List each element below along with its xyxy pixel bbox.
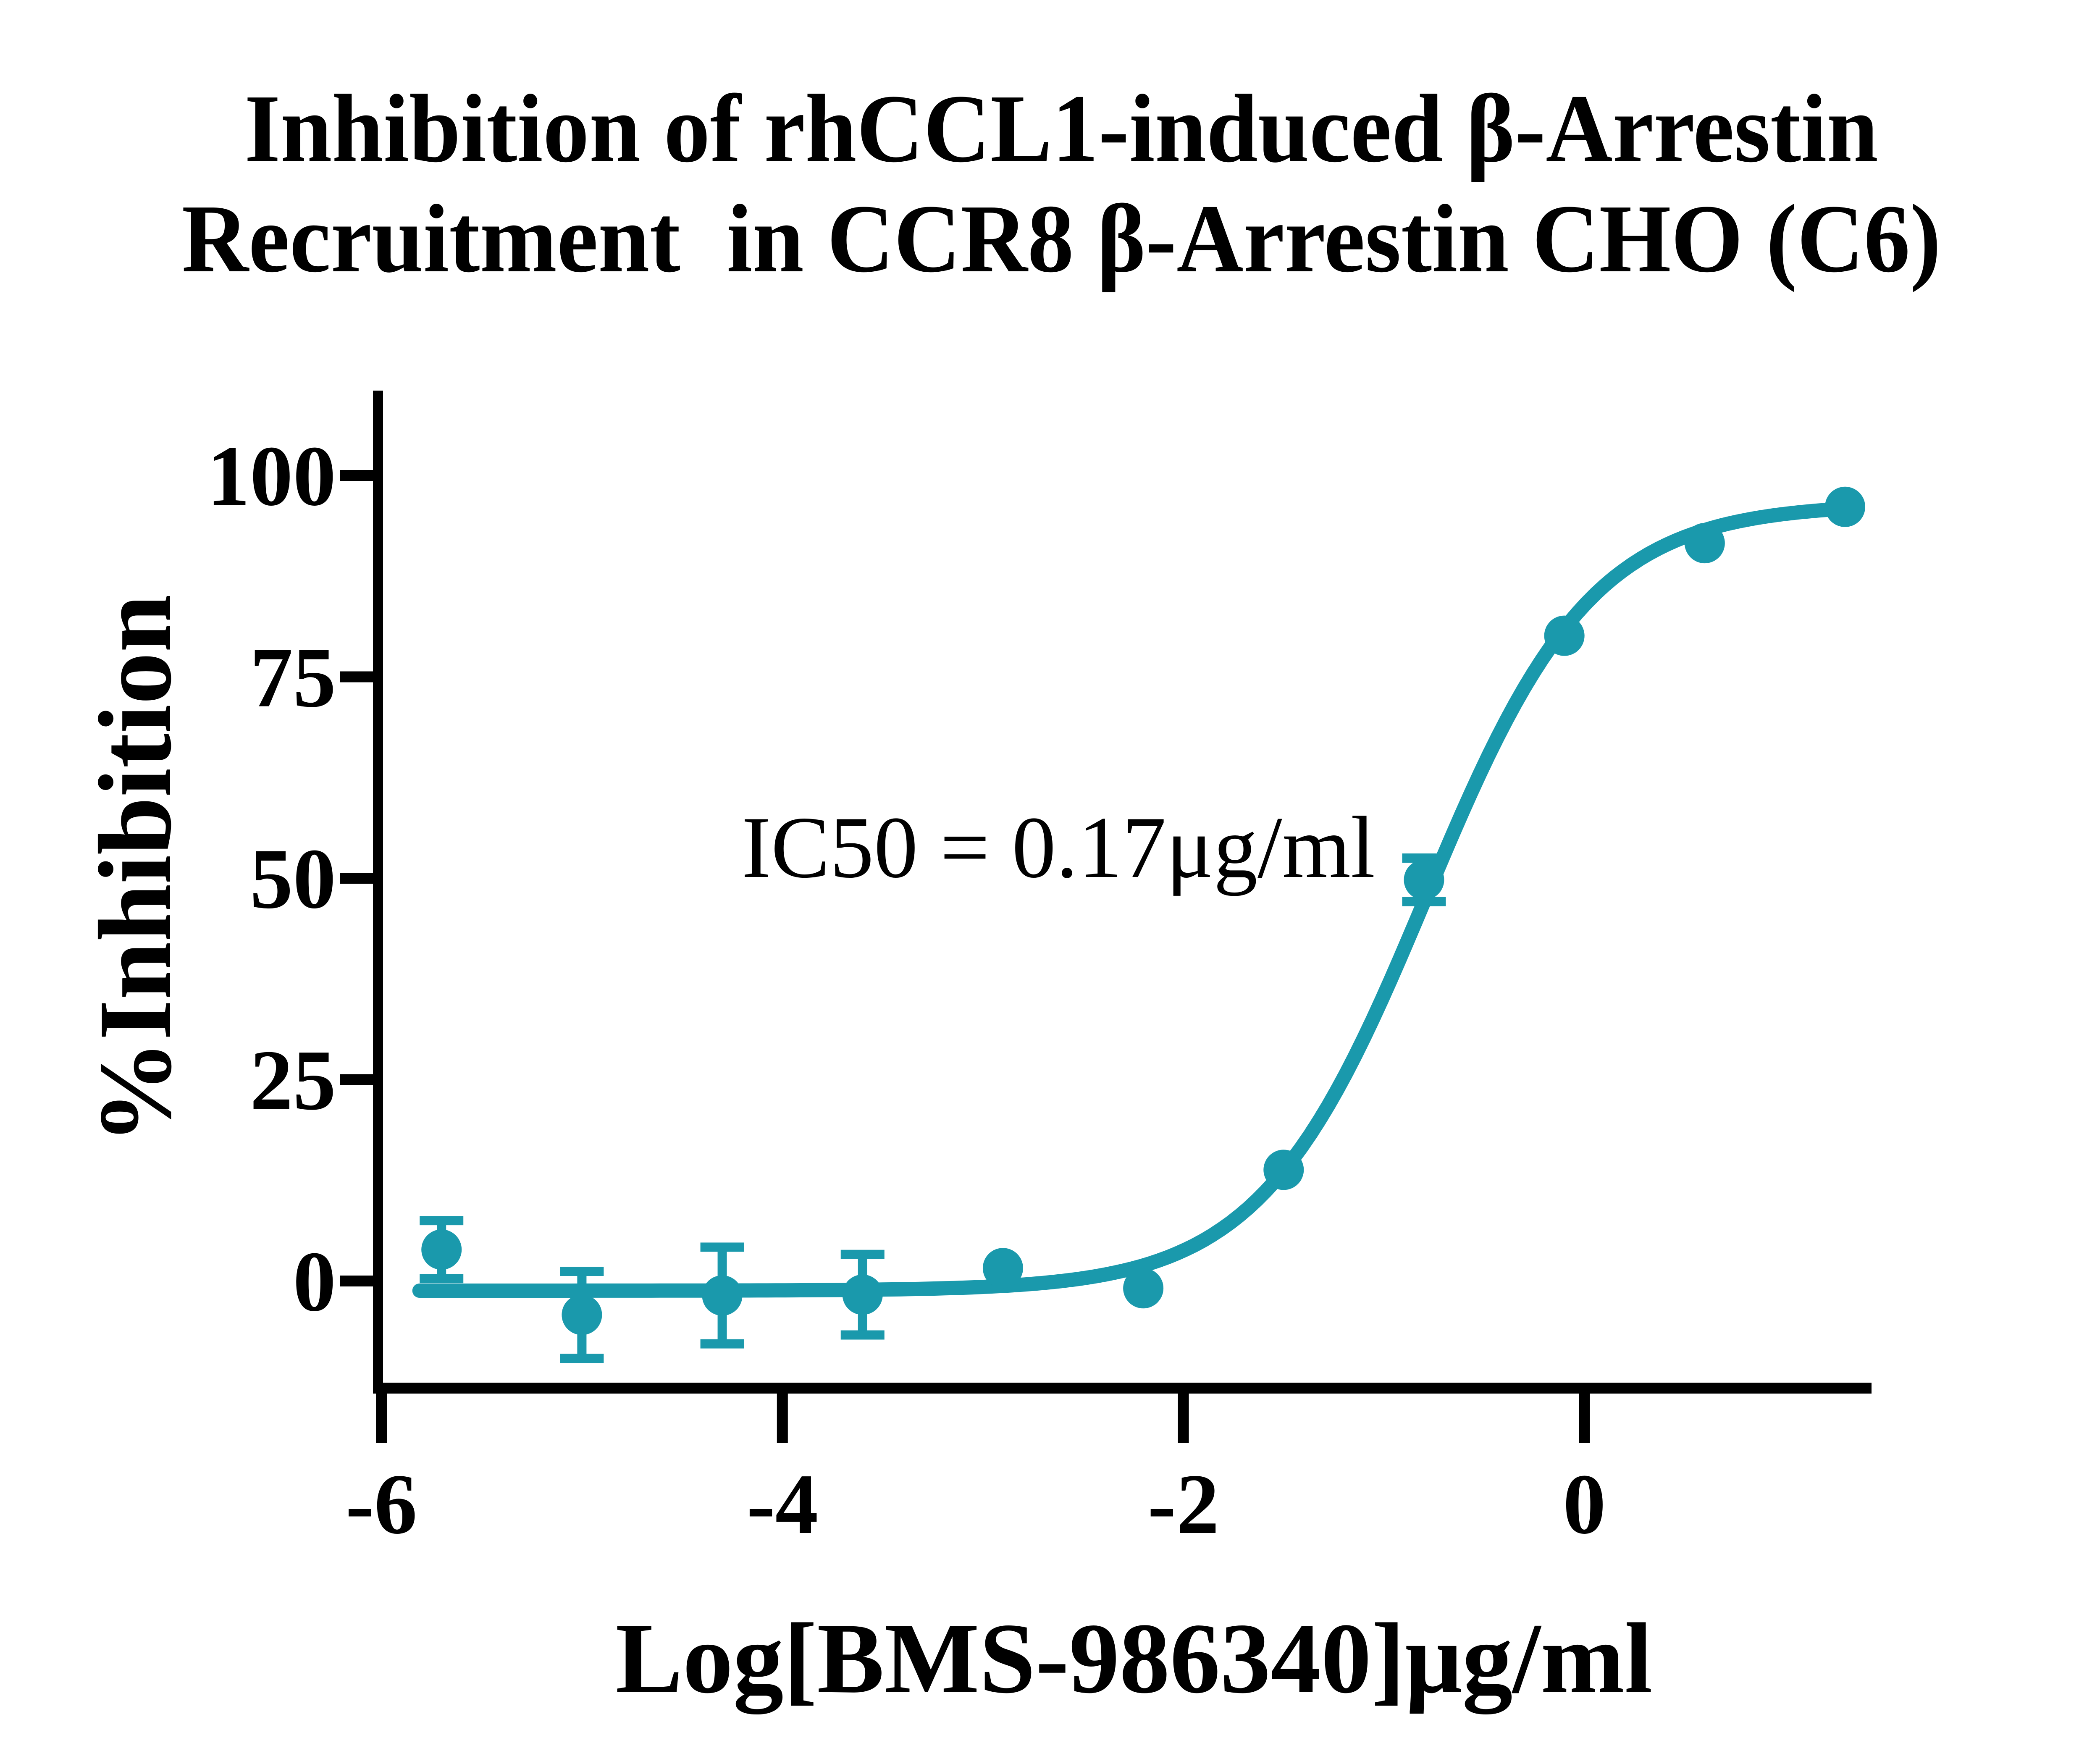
x-tick--2 — [1178, 1394, 1189, 1443]
error-bar-cap-top — [420, 1216, 464, 1226]
y-tick-25 — [340, 1074, 373, 1085]
data-point — [702, 1275, 743, 1316]
y-tick-label-100: 100 — [207, 428, 336, 524]
x-tick--6 — [376, 1394, 387, 1443]
data-point — [1123, 1268, 1164, 1309]
ic50-annotation: IC50 = 0.17μg/ml — [741, 799, 1376, 896]
x-tick-label--4: -4 — [746, 1457, 818, 1552]
x-axis-title: Log[BMS-986340]μg/ml — [615, 1602, 1653, 1714]
error-bar-cap-bottom — [700, 1339, 744, 1349]
error-bar-cap-bottom — [560, 1354, 604, 1363]
y-tick-75 — [340, 671, 373, 682]
x-tick-0 — [1579, 1394, 1590, 1443]
x-tick-label-0: 0 — [1563, 1457, 1606, 1552]
x-tick--4 — [777, 1394, 788, 1443]
y-axis-line — [373, 391, 383, 1394]
y-tick-label-75: 75 — [250, 630, 336, 725]
chart-title-line1: Inhibition of rhCCL1-induced β-Arrestin — [244, 75, 1878, 183]
x-tick-label--2: -2 — [1147, 1457, 1219, 1552]
y-tick-0 — [340, 1276, 373, 1286]
error-bar-cap-bottom — [420, 1274, 464, 1284]
chart-title-line2: Recruitment in CCR8 β-Arrestin CHO (C6) — [181, 185, 1941, 293]
data-point — [1544, 615, 1585, 656]
y-tick-label-0: 0 — [293, 1234, 336, 1329]
x-axis-line — [373, 1383, 1872, 1394]
error-bar-cap-bottom — [840, 1330, 885, 1340]
chart-title: Inhibition of rhCCL1-induced β-Arrestin … — [53, 74, 2069, 294]
x-tick-label--6: -6 — [346, 1457, 417, 1552]
y-tick-label-50: 50 — [250, 831, 336, 927]
y-tick-50 — [340, 873, 373, 884]
y-tick-100 — [340, 470, 373, 481]
data-point — [842, 1274, 883, 1315]
fit-curve — [412, 501, 1852, 1298]
data-point — [1825, 486, 1866, 527]
data-point — [1404, 859, 1444, 900]
error-bar-cap-top — [700, 1242, 744, 1252]
data-point — [421, 1229, 462, 1270]
error-bar-cap-top — [840, 1250, 885, 1259]
data-point — [1263, 1150, 1304, 1190]
error-bar-cap-top — [560, 1266, 604, 1276]
y-tick-label-25: 25 — [250, 1033, 336, 1128]
data-point — [982, 1248, 1023, 1289]
data-point — [562, 1294, 602, 1335]
data-point — [1684, 523, 1725, 564]
